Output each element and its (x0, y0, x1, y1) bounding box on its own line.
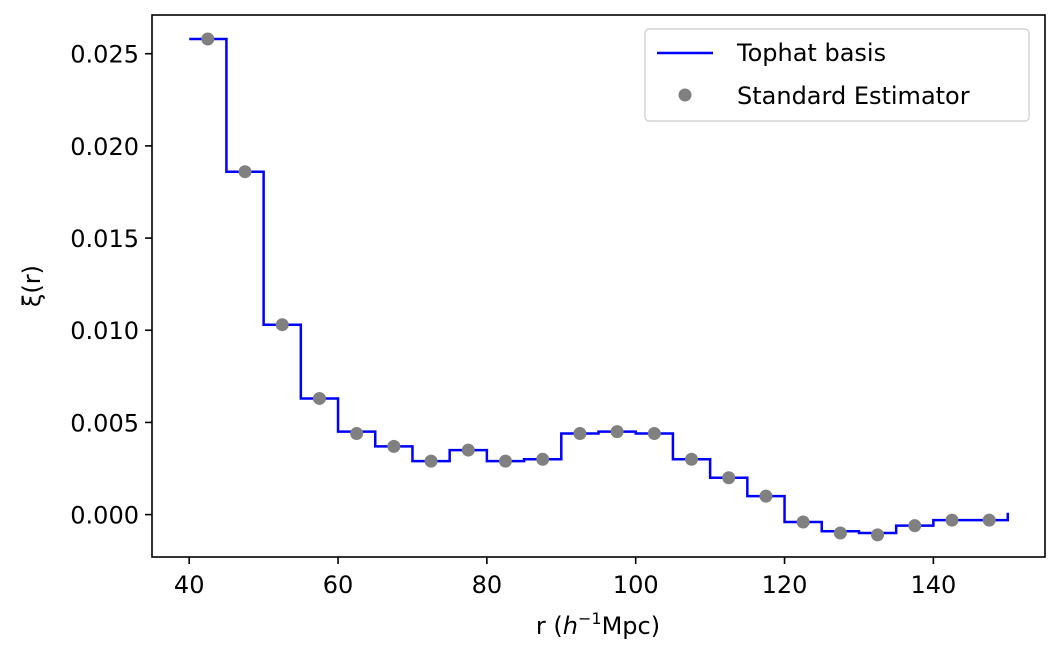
y-tick-label: 0.020 (70, 133, 139, 161)
x-axis-label: r (h−1Mpc) (536, 609, 660, 640)
estimator-point (275, 318, 289, 332)
estimator-point (536, 452, 550, 466)
estimator-point (647, 426, 661, 440)
tophat-step-line (189, 37, 1010, 535)
estimator-point (312, 391, 326, 405)
estimator-point (201, 32, 215, 46)
legend-label-tophat: Tophat basis (736, 39, 886, 67)
estimator-point (461, 443, 475, 457)
estimator-point (238, 165, 252, 179)
legend-box (644, 28, 1030, 122)
y-axis-label: ξ(r) (18, 265, 46, 307)
estimator-point (350, 426, 364, 440)
x-tick-label: 60 (323, 571, 354, 599)
y-axis: 0.000 0.005 0.010 0.015 0.020 0.025 (70, 41, 152, 530)
estimator-point (908, 519, 922, 533)
estimator-point (573, 426, 587, 440)
estimator-point (871, 528, 885, 542)
estimator-point (685, 452, 699, 466)
estimator-point (498, 454, 512, 468)
y-tick-label: 0.005 (70, 409, 139, 437)
x-tick-label: 100 (613, 571, 659, 599)
estimator-point (945, 513, 959, 527)
estimator-point (610, 425, 624, 439)
y-tick-label: 0.000 (70, 502, 139, 530)
x-axis: 40 60 80 100 120 140 (174, 557, 956, 599)
estimator-point (982, 513, 996, 527)
y-tick-label: 0.015 (70, 225, 139, 253)
x-tick-label: 120 (762, 571, 808, 599)
plot-frame (151, 14, 1046, 558)
y-tick-label: 0.010 (70, 317, 139, 345)
estimator-point (722, 471, 736, 485)
x-tick-label: 40 (174, 571, 205, 599)
legend: Tophat basis Standard Estimator (644, 28, 1030, 122)
y-tick-label: 0.025 (70, 41, 139, 69)
estimator-point (796, 515, 810, 529)
estimator-point (424, 454, 438, 468)
estimator-point (833, 526, 847, 540)
legend-marker-swatch (678, 88, 692, 102)
estimator-point (759, 489, 773, 503)
estimator-point (387, 439, 401, 453)
x-tick-label: 140 (910, 571, 956, 599)
series-layer (189, 32, 1010, 542)
x-tick-label: 80 (472, 571, 503, 599)
legend-label-standard: Standard Estimator (737, 82, 970, 110)
